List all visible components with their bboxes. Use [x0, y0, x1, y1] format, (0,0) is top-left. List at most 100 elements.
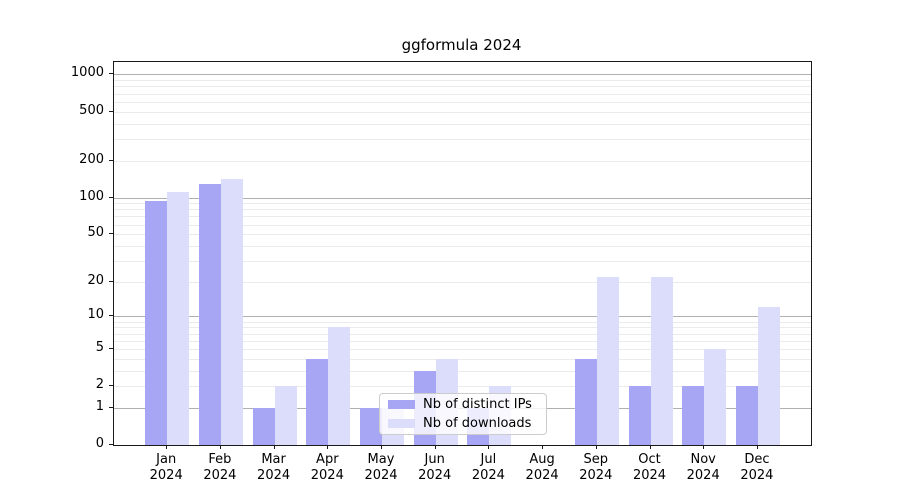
chart-title: ggformula 2024: [401, 36, 522, 54]
legend-label-distinct-ips: Nb of distinct IPs: [423, 397, 532, 412]
plot-area: Nb of distinct IPs Nb of downloads: [113, 61, 812, 446]
minor-gridline-40: [114, 245, 811, 247]
bar-oct-downloads: [650, 276, 673, 445]
y-tick-mark-1000: [109, 73, 113, 75]
minor-gridline-900: [114, 80, 811, 82]
legend-item-distinct-ips: Nb of distinct IPs: [380, 397, 546, 412]
major-gridline-10: [114, 316, 811, 318]
bar-mar-downloads: [274, 386, 297, 445]
bar-sep-ips: [574, 358, 597, 445]
bar-oct-ips: [628, 386, 651, 445]
y-tick-mark-5: [109, 347, 113, 349]
minor-gridline-30: [114, 260, 811, 262]
x-tick-mark-nov: [703, 445, 705, 449]
y-tick-mark-2: [109, 385, 113, 387]
y-tick-label-1: 1: [95, 398, 104, 414]
bar-sep-downloads: [596, 276, 619, 445]
x-tick-mark-sep: [595, 445, 597, 449]
y-tick-mark-0: [109, 444, 113, 445]
y-tick-mark-200: [109, 159, 113, 161]
x-tick-mark-dec: [756, 445, 758, 449]
x-tick-mark-jun: [434, 445, 436, 449]
y-tick-label-200: 200: [79, 151, 104, 167]
minor-gridline-9: [114, 321, 811, 323]
bar-feb-downloads: [220, 178, 243, 445]
y-tick-label-100: 100: [79, 188, 104, 204]
y-tick-label-5: 5: [95, 339, 104, 355]
bar-jan-downloads: [167, 192, 190, 445]
x-tick-label-jun: Jun 2024: [418, 452, 452, 483]
x-tick-label-sep: Sep 2024: [579, 452, 613, 483]
minor-gridline-7: [114, 333, 811, 335]
y-tick-mark-1: [109, 406, 113, 408]
x-tick-mark-feb: [219, 445, 221, 449]
y-tick-mark-100: [109, 196, 113, 198]
major-gridline-1000: [114, 74, 811, 76]
bar-nov-downloads: [704, 348, 727, 445]
x-tick-label-dec: Dec 2024: [740, 452, 774, 483]
legend: Nb of distinct IPs Nb of downloads: [379, 393, 547, 435]
bar-mar-ips: [252, 407, 275, 445]
x-tick-label-jan: Jan 2024: [149, 452, 183, 483]
minor-gridline-800: [114, 86, 811, 88]
x-tick-mark-jul: [488, 445, 490, 449]
minor-gridline-8: [114, 327, 811, 329]
x-tick-mark-mar: [273, 445, 275, 449]
x-tick-mark-may: [381, 445, 382, 449]
bar-apr-downloads: [328, 327, 351, 445]
minor-gridline-90: [114, 203, 811, 205]
legend-item-downloads: Nb of downloads: [380, 416, 546, 431]
legend-swatch-distinct-ips: [388, 400, 415, 409]
bar-dec-downloads: [757, 307, 780, 445]
major-gridline-100: [114, 197, 811, 199]
minor-gridline-50: [114, 234, 811, 236]
y-tick-mark-500: [109, 110, 113, 112]
minor-gridline-4: [114, 358, 811, 360]
bar-apr-ips: [306, 358, 329, 445]
minor-gridline-500: [114, 111, 811, 113]
minor-gridline-80: [114, 209, 811, 211]
x-tick-mark-aug: [542, 445, 544, 449]
minor-gridline-20: [114, 281, 811, 283]
x-tick-label-mar: Mar 2024: [257, 452, 291, 483]
y-tick-label-20: 20: [87, 272, 104, 288]
minor-gridline-2: [114, 386, 811, 388]
x-tick-mark-jan: [166, 445, 168, 449]
bar-nov-ips: [682, 386, 705, 445]
y-tick-mark-20: [109, 280, 113, 282]
bar-feb-ips: [198, 184, 221, 445]
y-tick-label-10: 10: [87, 307, 104, 323]
x-tick-label-jul: Jul 2024: [471, 452, 505, 483]
y-tick-label-500: 500: [79, 102, 104, 118]
x-tick-label-may: May 2024: [364, 452, 398, 483]
y-tick-label-0: 0: [95, 436, 104, 451]
x-tick-label-apr: Apr 2024: [310, 452, 344, 483]
minor-gridline-3: [114, 370, 811, 372]
minor-gridline-600: [114, 101, 811, 103]
bar-jan-ips: [145, 200, 168, 445]
x-tick-label-nov: Nov 2024: [686, 452, 720, 483]
minor-gridline-400: [114, 123, 811, 125]
y-tick-mark-10: [109, 315, 113, 317]
x-tick-label-aug: Aug 2024: [525, 452, 559, 483]
minor-gridline-60: [114, 224, 811, 226]
minor-gridline-700: [114, 93, 811, 95]
minor-gridline-70: [114, 216, 811, 218]
bar-may-ips: [360, 407, 382, 445]
minor-gridline-300: [114, 138, 811, 140]
y-tick-label-50: 50: [87, 225, 104, 241]
legend-swatch-downloads: [388, 419, 415, 428]
x-tick-label-oct: Oct 2024: [632, 452, 667, 483]
bar-dec-ips: [735, 386, 758, 445]
minor-gridline-200: [114, 160, 811, 162]
x-tick-mark-apr: [327, 445, 329, 449]
y-tick-mark-50: [109, 233, 113, 235]
x-tick-label-feb: Feb 2024: [203, 452, 237, 483]
legend-label-downloads: Nb of downloads: [423, 416, 532, 431]
y-tick-label-2: 2: [95, 377, 104, 393]
y-tick-label-1000: 1000: [70, 65, 104, 81]
minor-gridline-6: [114, 340, 811, 342]
minor-gridline-5: [114, 348, 811, 350]
x-tick-mark-oct: [649, 445, 651, 449]
